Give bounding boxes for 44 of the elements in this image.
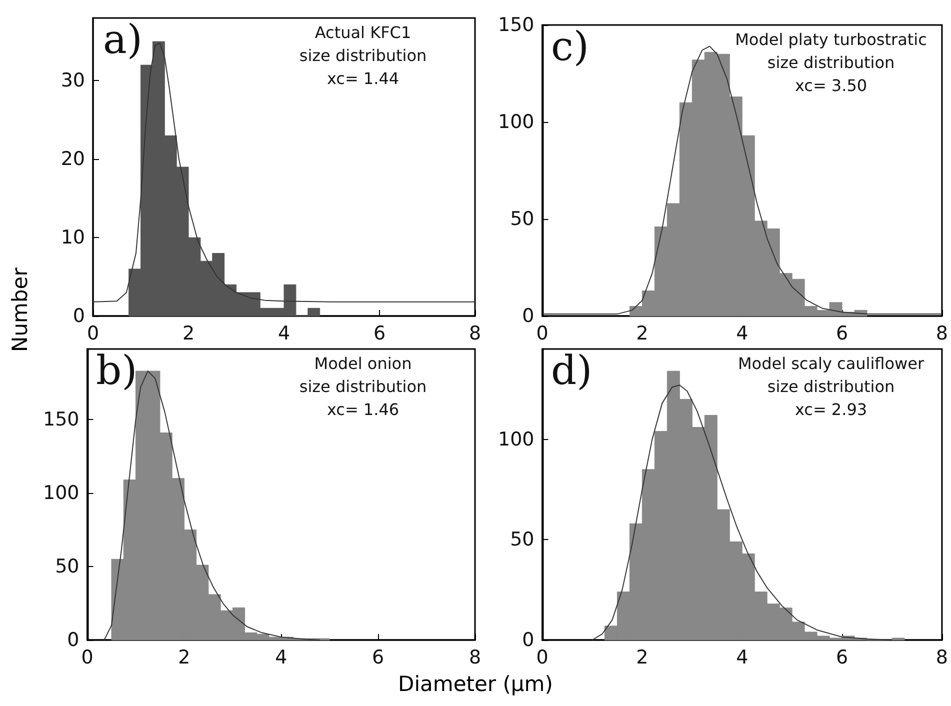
annotation: d): [551, 348, 592, 394]
y-tick-label: 100: [498, 428, 534, 450]
x-tick-label: 8: [936, 646, 948, 668]
x-tick-label: 6: [373, 322, 386, 344]
y-tick-label: 150: [43, 408, 80, 431]
annotation: Model onion size distribution xc= 1.46: [299, 354, 427, 419]
annotation: Actual KFC1 size distribution xc= 1.44: [299, 23, 427, 88]
y-tick-label: 100: [43, 482, 80, 504]
x-tick-label: 2: [182, 322, 195, 344]
y-tick-label: 30: [60, 70, 85, 92]
x-tick-label: 2: [636, 322, 648, 344]
x-tick-label: 8: [468, 646, 482, 668]
x-tick-label: 2: [636, 646, 648, 668]
x-axis-title: Diameter (μm): [397, 672, 554, 696]
y-tick-label: 100: [498, 111, 534, 133]
y-tick-label: 0: [72, 305, 85, 327]
y-tick-label: 0: [67, 629, 80, 651]
y-tick-label: 50: [510, 528, 534, 551]
annotation: c): [551, 24, 590, 70]
y-tick-label: 150: [498, 14, 534, 36]
x-tick-label: 6: [372, 646, 384, 668]
x-tick-label: 0: [86, 322, 100, 344]
annotation: b): [96, 348, 138, 394]
y-tick-label: 10: [60, 226, 85, 249]
x-tick-label: 4: [736, 322, 748, 344]
x-tick-label: 0: [536, 646, 548, 668]
x-tick-label: 6: [836, 646, 848, 668]
x-tick-label: 8: [468, 322, 482, 344]
annotation: Model platy turbostratic size distribution xc= 3.50: [735, 30, 927, 95]
y-tick-label: 50: [510, 208, 534, 230]
x-tick-label: 2: [178, 646, 190, 668]
x-tick-label: 4: [736, 646, 748, 668]
annotation: a): [103, 17, 142, 63]
x-tick-label: 6: [836, 322, 848, 344]
y-tick-label: 0: [522, 305, 534, 327]
y-tick-label: 0: [522, 629, 534, 651]
y-tick-label: 20: [60, 148, 85, 170]
y-axis-title: Number: [8, 268, 32, 352]
x-tick-label: 4: [275, 646, 288, 668]
y-tick-label: 50: [55, 556, 80, 578]
x-tick-label: 0: [536, 322, 548, 344]
x-tick-label: 8: [936, 322, 948, 344]
x-tick-label: 4: [278, 322, 290, 344]
annotation: Model scaly cauliflower size distribution xc= 2.93: [738, 354, 924, 419]
